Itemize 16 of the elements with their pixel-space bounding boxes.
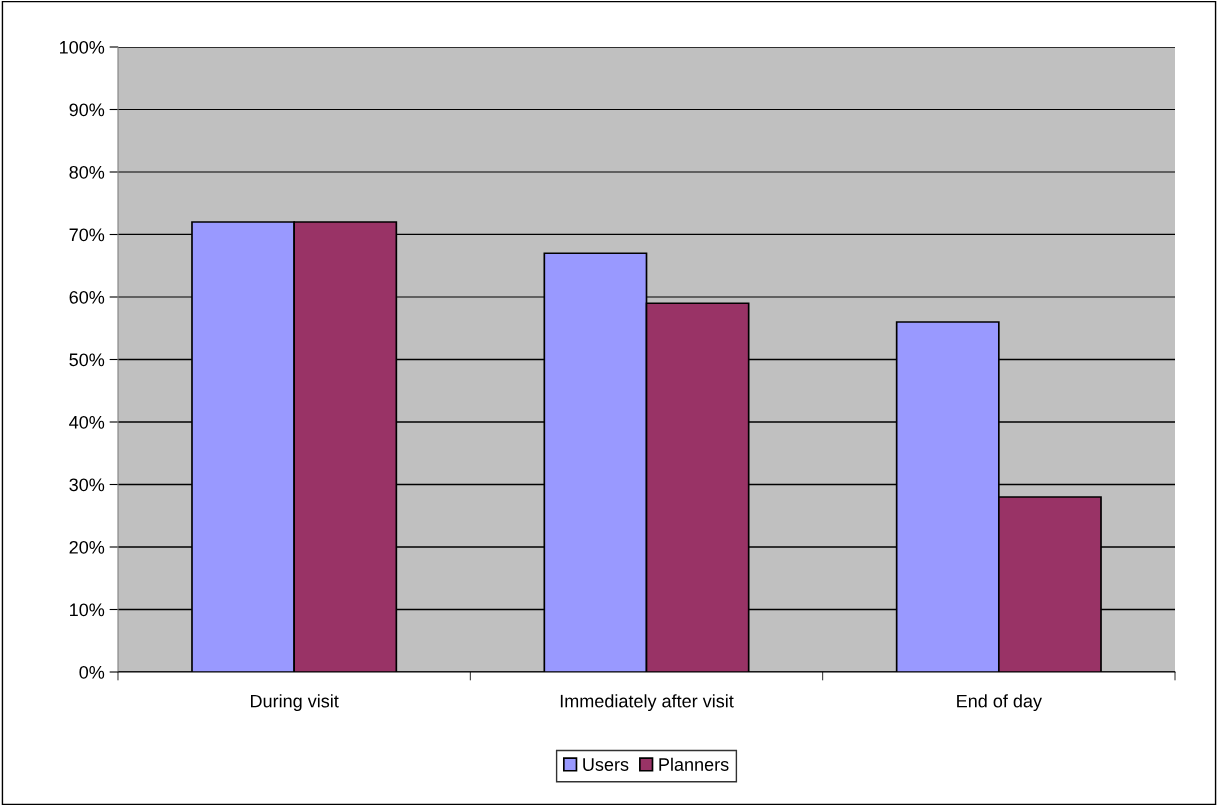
y-tick-label: 30% <box>69 478 105 492</box>
legend-label: Users <box>583 758 629 771</box>
legend-label: Planners <box>659 757 729 771</box>
y-tick-label: 80% <box>69 165 105 179</box>
x-tick-label: Immediately after visit <box>560 694 734 712</box>
y-tick-label: 20% <box>69 540 105 554</box>
x-tick-label: End of day <box>957 694 1042 712</box>
y-tick-label: 90% <box>69 103 105 117</box>
y-tick-label: 100% <box>60 40 105 54</box>
y-tick-label: 70% <box>69 228 105 242</box>
y-tick-label: 60% <box>69 290 105 304</box>
y-tick-label: 10% <box>70 603 105 617</box>
y-tick-label: 0% <box>79 665 105 679</box>
y-tick-label: 50% <box>69 353 105 367</box>
y-tick-label: 40% <box>69 415 105 429</box>
x-tick-label: During visit <box>251 694 339 712</box>
